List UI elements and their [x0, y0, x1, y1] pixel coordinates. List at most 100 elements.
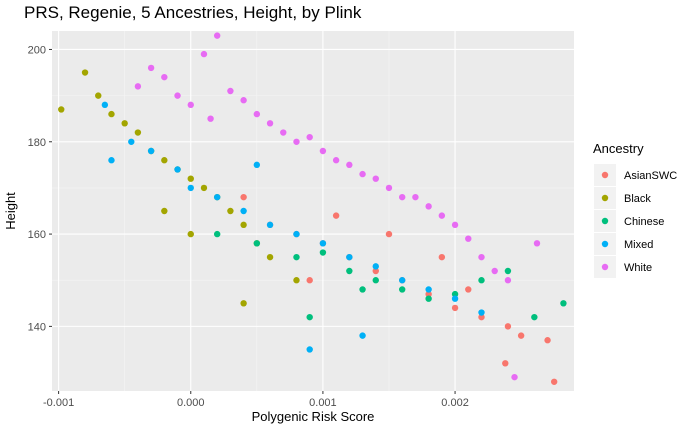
legend-title: Ancestry	[593, 141, 644, 156]
data-point	[346, 253, 353, 261]
data-point	[385, 184, 393, 192]
data-point	[399, 277, 406, 284]
data-point	[425, 286, 432, 293]
data-point	[451, 295, 459, 302]
data-point	[147, 64, 155, 72]
data-point	[161, 157, 168, 164]
data-point	[240, 221, 247, 229]
legend-swatch	[601, 240, 609, 248]
data-point	[200, 184, 208, 192]
y-tick-label: 200	[28, 44, 46, 56]
data-point	[101, 101, 109, 109]
data-point	[425, 295, 432, 302]
legend-swatch	[601, 217, 609, 225]
data-point	[293, 253, 300, 261]
chart-title: PRS, Regenie, 5 Ancestries, Height, by P…	[24, 3, 362, 22]
data-point	[293, 277, 300, 284]
data-point	[293, 138, 300, 145]
y-axis-title: Height	[3, 192, 18, 230]
legend-swatch	[601, 194, 609, 202]
data-point	[306, 313, 313, 321]
x-tick-label: -0.001	[43, 397, 74, 409]
data-point	[359, 286, 366, 293]
data-point	[372, 263, 379, 270]
data-point	[451, 304, 459, 312]
data-point	[359, 170, 366, 178]
data-point	[550, 378, 558, 385]
data-point	[227, 87, 234, 95]
data-point	[240, 300, 247, 307]
data-point	[81, 69, 89, 76]
data-point	[266, 253, 274, 261]
legend: Ancestry AsianSWC Black Chinese Mixed White	[593, 141, 677, 278]
data-point	[200, 50, 208, 58]
data-point	[359, 332, 366, 339]
data-point	[465, 235, 472, 242]
data-point	[533, 240, 541, 247]
data-point	[504, 323, 512, 330]
data-points	[58, 32, 567, 385]
data-point	[425, 203, 432, 210]
data-point	[253, 161, 261, 169]
data-point	[451, 290, 459, 298]
data-point	[478, 277, 485, 284]
data-point	[161, 73, 168, 81]
data-point	[346, 267, 353, 275]
data-point	[213, 193, 221, 201]
data-point	[372, 277, 379, 284]
data-point	[504, 267, 512, 275]
data-point	[58, 106, 65, 113]
x-tick-label: 0.000	[177, 397, 205, 409]
data-point	[280, 129, 287, 136]
data-point	[332, 212, 340, 219]
legend-swatch	[601, 171, 609, 179]
data-point	[95, 92, 102, 99]
legend-label: AsianSWC	[624, 170, 677, 182]
legend-label: Black	[624, 193, 651, 205]
y-tick-label: 180	[28, 137, 46, 149]
data-point	[174, 92, 181, 99]
data-point	[253, 110, 261, 118]
data-point	[134, 129, 142, 136]
plot-panel	[52, 31, 574, 391]
data-point	[399, 193, 406, 201]
data-point	[438, 212, 446, 219]
data-point	[372, 267, 379, 275]
y-tick-label: 140	[28, 321, 46, 333]
legend-item-black: Black	[594, 187, 651, 209]
data-point	[187, 175, 194, 182]
y-tick-label: 160	[28, 229, 46, 241]
legend-label: Mixed	[624, 239, 653, 251]
data-point	[319, 240, 327, 247]
x-axis: -0.001 0.000 0.001 0.002	[43, 391, 469, 409]
series-mixed	[101, 101, 485, 353]
data-point	[544, 337, 551, 344]
legend-label: White	[624, 262, 652, 274]
data-point	[346, 161, 353, 169]
legend-label: Chinese	[624, 216, 664, 228]
data-point	[240, 97, 247, 104]
data-point	[332, 157, 340, 164]
data-point	[174, 166, 181, 173]
data-point	[306, 346, 313, 353]
data-point	[425, 290, 432, 298]
data-point	[161, 207, 168, 215]
data-point	[108, 110, 115, 118]
data-point	[478, 309, 485, 316]
data-point	[207, 115, 214, 122]
data-point	[504, 277, 512, 284]
data-point	[266, 120, 274, 127]
data-point	[478, 313, 485, 321]
data-point	[240, 193, 247, 201]
data-point	[187, 101, 194, 109]
y-axis: 140 160 180 200	[28, 44, 52, 333]
data-point	[306, 133, 313, 141]
data-point	[438, 253, 446, 261]
data-point	[227, 207, 234, 215]
legend-item-white: White	[594, 256, 652, 278]
legend-swatch	[601, 263, 609, 271]
data-point	[134, 83, 142, 90]
data-point	[306, 277, 313, 284]
data-point	[372, 175, 379, 182]
